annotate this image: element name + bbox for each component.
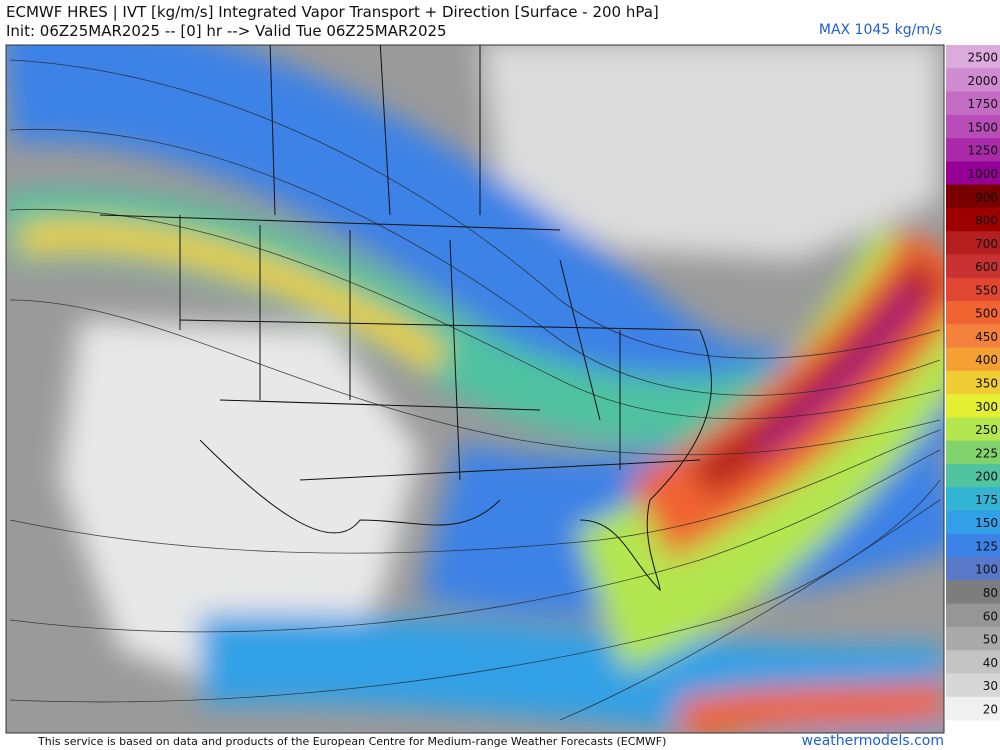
colorbar-swatch (946, 487, 1000, 512)
colorbar-swatch (946, 184, 1000, 209)
colorbar-label: 175 (975, 493, 998, 507)
colorbar-label: 225 (975, 446, 998, 460)
colorbar-swatch (946, 650, 1000, 674)
colorbar-swatch (946, 696, 1000, 721)
colorbar-swatch (946, 510, 1000, 535)
colorbar-label: 1750 (967, 97, 998, 111)
title: ECMWF HRES | IVT [kg/m/s] Integrated Vap… (6, 3, 659, 21)
colorbar-swatch (946, 277, 1000, 302)
colorbar-label: 30 (983, 679, 998, 693)
colorbar-swatch (946, 231, 1000, 255)
credit: This service is based on data and produc… (38, 735, 667, 748)
colorbar-label: 1250 (967, 144, 998, 158)
colorbar-swatch (946, 91, 1000, 116)
colorbar-label: 125 (975, 539, 998, 553)
colorbar-swatch (946, 347, 1000, 372)
colorbar-swatch (946, 533, 1000, 558)
colorbar-label: 550 (975, 283, 998, 297)
colorbar-label: 40 (983, 656, 998, 670)
colorbar-swatch (946, 463, 1000, 488)
colorbar-label: 200 (975, 470, 998, 484)
colorbar-label: 20 (983, 702, 998, 716)
colorbar-swatch (946, 557, 1000, 581)
colorbar-swatch (946, 580, 1000, 605)
colorbar-label: 150 (975, 516, 998, 530)
colorbar-label: 350 (975, 377, 998, 391)
colorbar-label: 600 (975, 260, 998, 274)
colorbar-label: 80 (983, 586, 998, 600)
colorbar-swatch (946, 673, 1000, 698)
colorbar-label: 400 (975, 353, 998, 367)
colorbar-swatch (946, 254, 1000, 279)
colorbar-label: 60 (983, 609, 998, 623)
colorbar-label: 900 (975, 190, 998, 204)
colorbar-label: 1000 (967, 167, 998, 181)
map-frame (5, 44, 945, 734)
colorbar-label: 300 (975, 400, 998, 414)
site-link[interactable]: weathermodels.com (801, 733, 944, 749)
colorbar-swatch (946, 440, 1000, 465)
colorbar-label: 2500 (967, 51, 998, 65)
colorbar-swatch (946, 370, 1000, 395)
colorbar-swatch (946, 207, 1000, 232)
colorbar-swatch (946, 417, 1000, 442)
colorbar-label: 500 (975, 307, 998, 321)
colorbar-label: 800 (975, 214, 998, 228)
colorbar-label: 50 (983, 633, 998, 647)
colorbar-label: 2000 (967, 74, 998, 88)
colorbar-swatch (946, 626, 1000, 651)
colorbar-swatch (946, 394, 1000, 418)
colorbar-label: 450 (975, 330, 998, 344)
colorbar-label: 250 (975, 423, 998, 437)
colorbar-swatch (946, 45, 1000, 69)
colorbar-swatch (946, 324, 1000, 349)
colorbar-label: 100 (975, 563, 998, 577)
max-label: MAX 1045 kg/m/s (818, 22, 942, 38)
colorbar-swatch (946, 138, 1000, 162)
subtitle: Init: 06Z25MAR2025 -- [0] hr --> Valid T… (6, 22, 447, 40)
colorbar-swatch (946, 68, 1000, 93)
colorbar-swatch (946, 114, 1000, 139)
colorbar-swatch (946, 161, 1000, 186)
colorbar-label: 1500 (967, 120, 998, 134)
colorbar: 2500 2000 1750 1500 1250 1000 900 800 700 600 550 5… (946, 45, 1000, 721)
map (6, 45, 944, 733)
colorbar-swatch (946, 603, 1000, 628)
colorbar-swatch (946, 301, 1000, 325)
colorbar-label: 700 (975, 237, 998, 251)
